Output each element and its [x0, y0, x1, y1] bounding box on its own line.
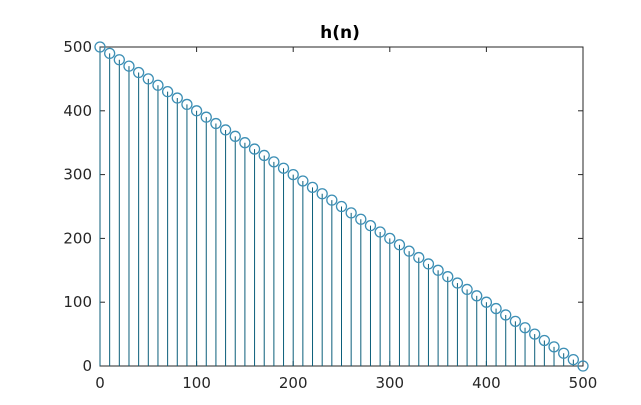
stem-marker	[277, 162, 290, 174]
stem-marker	[200, 111, 212, 123]
stem-marker	[113, 54, 125, 66]
y-tick-label: 300	[63, 166, 92, 184]
stem-marker	[258, 149, 270, 162]
stem-marker	[471, 290, 483, 302]
y-tick-label: 500	[63, 38, 92, 56]
stem-marker	[132, 66, 145, 79]
stem-marker	[490, 302, 502, 315]
stem-marker	[451, 277, 464, 289]
stem-marker	[442, 271, 454, 283]
x-tick-label: 100	[182, 374, 211, 392]
stem-marker	[123, 60, 135, 72]
stem-marker	[538, 334, 551, 347]
stem-marker	[403, 245, 415, 257]
stem-marker	[171, 92, 183, 104]
stem-marker	[558, 347, 570, 359]
stem-marker	[480, 296, 493, 308]
stem-marker	[529, 328, 541, 340]
stem-marker	[461, 283, 473, 296]
stem-marker	[364, 219, 377, 232]
y-tick-label: 200	[63, 229, 92, 247]
x-tick-label: 0	[95, 374, 105, 392]
y-tick-label: 0	[82, 357, 92, 375]
stem-marker	[345, 207, 357, 219]
stem-marker	[432, 264, 444, 276]
chart-title: h(n)	[320, 23, 360, 43]
stem-marker	[190, 105, 203, 117]
stem-marker	[239, 137, 251, 149]
x-tick-label: 300	[375, 374, 404, 392]
stem-marker	[335, 200, 348, 213]
stem-marker	[567, 353, 579, 366]
stem-marker	[297, 175, 309, 187]
stem-marker	[374, 226, 386, 238]
stem-marker	[94, 41, 106, 53]
stem-marker	[393, 239, 406, 251]
stem-marker	[577, 360, 589, 372]
stem-marker	[248, 143, 261, 155]
stem-marker	[326, 194, 338, 206]
stem-marker	[229, 130, 241, 142]
y-tick-label: 400	[63, 102, 92, 120]
plot-area: 0 100 200 300 400 500 0 100 200 300 400 500	[63, 38, 597, 392]
stem-marker	[548, 341, 560, 353]
stem-marker	[287, 168, 299, 181]
x-tick-label: 500	[569, 374, 598, 392]
stem-marker	[152, 79, 164, 91]
stem-marker	[316, 188, 328, 200]
stem-marker	[306, 181, 319, 194]
stem-marker	[268, 156, 280, 168]
y-tick-label: 100	[63, 293, 92, 311]
stem-marker	[413, 251, 425, 264]
stem-marker	[142, 73, 154, 85]
stem-marker	[355, 213, 367, 225]
x-tick-label: 200	[279, 374, 308, 392]
stem-marker	[210, 117, 222, 130]
stem-marker	[519, 322, 531, 334]
stem-marker	[500, 309, 512, 321]
stem-marker	[509, 315, 522, 327]
stem-marker	[181, 98, 193, 111]
stem-marker	[422, 258, 435, 270]
x-tick-label: 400	[472, 374, 501, 392]
stem-marker	[161, 86, 174, 98]
stem-marker	[219, 124, 232, 136]
stem-marker	[384, 232, 396, 245]
stem-marker	[104, 47, 116, 60]
